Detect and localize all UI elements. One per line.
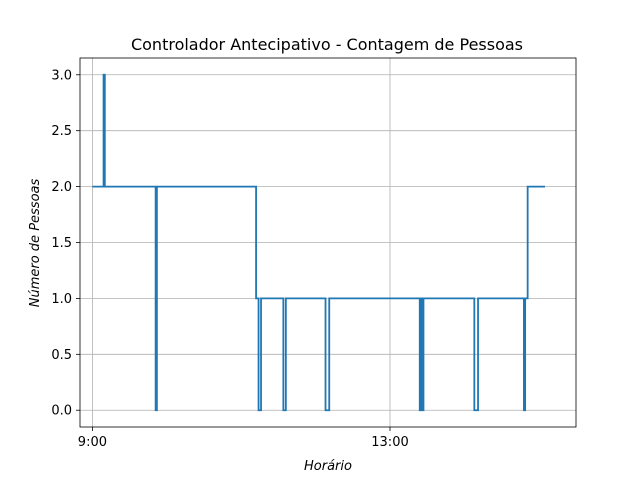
y-tick-label: 1.5 xyxy=(51,236,72,251)
y-tick-label: 0.0 xyxy=(51,404,72,419)
x-tick-label: 13:00 xyxy=(371,435,408,450)
chart-title: Controlador Antecipativo - Contagem de P… xyxy=(131,35,523,54)
y-tick-label: 3.0 xyxy=(51,68,72,83)
y-axis-label: Número de Pessoas xyxy=(28,179,43,308)
series-line xyxy=(92,73,545,412)
data-series xyxy=(92,73,545,412)
x-axis-label: Horário xyxy=(304,459,352,474)
axis-ticks: 0.0 0.5 1.0 1.5 2.0 2.5 3.0 9:00 13:00 xyxy=(51,68,408,450)
x-tick-label: 9:00 xyxy=(78,435,107,450)
y-tick-label: 1.0 xyxy=(51,292,72,307)
y-tick-label: 2.0 xyxy=(51,180,72,195)
y-tick-label: 2.5 xyxy=(51,124,72,139)
y-tick-label: 0.5 xyxy=(51,348,72,363)
